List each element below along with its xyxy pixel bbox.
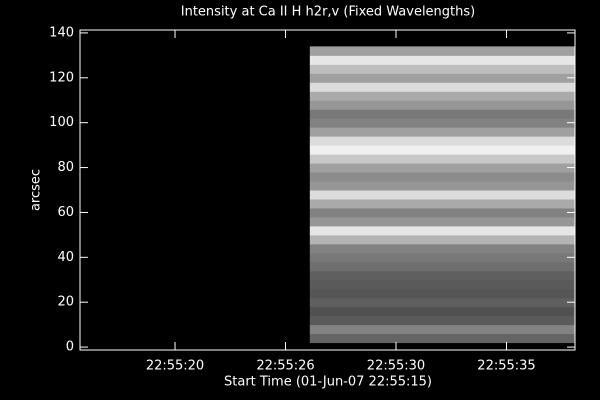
- image-row: [309, 181, 575, 191]
- image-row: [309, 306, 575, 317]
- image-row: [309, 145, 575, 155]
- image-row: [309, 91, 575, 101]
- y-tick-label: 0: [66, 340, 74, 355]
- image-row: [309, 216, 575, 227]
- image-row: [309, 190, 575, 200]
- y-tick-label: 120: [49, 70, 74, 85]
- chart-title: Intensity at Ca II H h2r,v (Fixed Wavele…: [181, 5, 475, 20]
- image-row: [309, 46, 575, 56]
- image-row: [309, 163, 575, 173]
- image-row: [309, 127, 575, 137]
- x-tick-label: 22:55:30: [367, 359, 425, 374]
- image-row: [309, 261, 575, 272]
- y-tick-label: 140: [49, 25, 74, 40]
- image-row: [309, 207, 575, 218]
- x-tick-label: 22:55:20: [146, 359, 204, 374]
- plot-frame: [79, 29, 576, 351]
- image-row: [309, 315, 575, 326]
- image-row: [309, 225, 575, 236]
- y-tick-label: 80: [57, 160, 74, 175]
- x-tick-label: 22:55:26: [256, 359, 314, 374]
- image-row: [309, 243, 575, 254]
- image-row: [309, 136, 575, 146]
- image-row: [309, 333, 575, 344]
- image-row: [309, 172, 575, 182]
- image-row: [309, 118, 575, 128]
- y-tick-label: 100: [49, 115, 74, 130]
- y-tick-label: 20: [57, 295, 74, 310]
- image-row: [309, 270, 575, 281]
- image-row: [309, 288, 575, 299]
- x-axis-label: Start Time (01-Jun-07 22:55:15): [224, 375, 432, 390]
- image-row: [309, 82, 575, 92]
- image-row: [309, 154, 575, 164]
- image-row: [309, 100, 575, 110]
- image-row: [309, 198, 575, 209]
- y-axis-label: arcsec: [29, 169, 44, 211]
- image-row: [309, 252, 575, 263]
- y-tick-label: 40: [57, 250, 74, 265]
- image-row: [309, 234, 575, 245]
- image-row: [309, 55, 575, 65]
- image-row: [309, 109, 575, 119]
- image-row: [309, 279, 575, 290]
- image-row: [309, 297, 575, 308]
- image-row: [309, 64, 575, 74]
- image-row: [309, 73, 575, 83]
- x-tick-label: 22:55:35: [477, 359, 535, 374]
- y-tick-label: 60: [57, 205, 74, 220]
- image-row: [309, 324, 575, 335]
